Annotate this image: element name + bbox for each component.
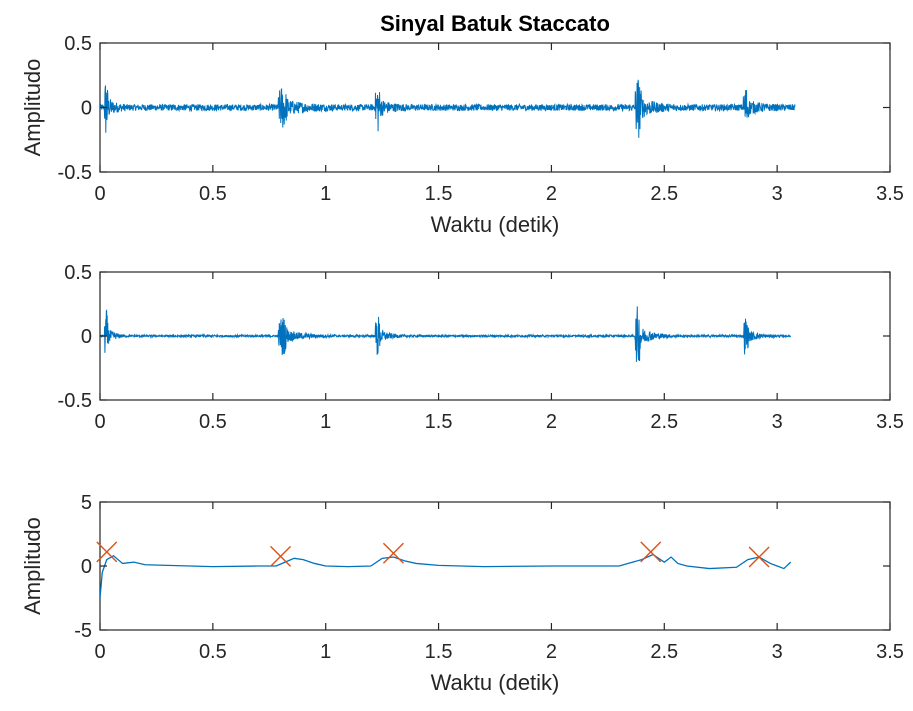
x-tick-label: 1 (320, 183, 331, 205)
y-tick-label: -5 (74, 620, 92, 642)
y-tick-label: 0 (81, 98, 92, 120)
x-tick-label: 3 (772, 411, 783, 433)
x-tick-label: 3 (772, 641, 783, 663)
x-tick-label: 0.5 (199, 411, 227, 433)
x-tick-label: 0 (94, 641, 105, 663)
x-tick-label: 2.5 (650, 641, 678, 663)
x-tick-label: 2.5 (650, 183, 678, 205)
x-tick-label: 3.5 (876, 183, 904, 205)
x-tick-label: 0.5 (199, 183, 227, 205)
y-tick-label: 0 (81, 326, 92, 348)
x-axis-label: Waktu (detik) (431, 212, 560, 237)
peak-marker (382, 542, 404, 564)
peak-marker (640, 541, 662, 563)
y-axis-label: Amplitudo (20, 517, 45, 615)
peak-marker (748, 546, 770, 568)
x-tick-label: 1.5 (425, 641, 453, 663)
y-tick-label: 0.5 (64, 33, 92, 55)
subplot-2: 0 0.5 1 1.5 2 2.5 3 3.5-0.500.5 (58, 262, 904, 433)
x-tick-label: 1.5 (425, 411, 453, 433)
x-tick-label: 0 (94, 183, 105, 205)
y-axis-label: Amplitudo (20, 59, 45, 157)
y-tick-label: -0.5 (58, 162, 92, 184)
peak-marker (96, 541, 118, 563)
x-tick-label: 0 (94, 411, 105, 433)
x-tick-label: 1 (320, 411, 331, 433)
y-tick-label: 0 (81, 556, 92, 578)
x-axis-label: Waktu (detik) (431, 670, 560, 695)
peak-marker (270, 545, 292, 567)
y-tick-label: 5 (81, 492, 92, 514)
x-tick-label: 0.5 (199, 641, 227, 663)
x-tick-label: 2 (546, 641, 557, 663)
x-tick-label: 2 (546, 411, 557, 433)
x-tick-label: 3 (772, 183, 783, 205)
y-tick-label: 0.5 (64, 262, 92, 284)
chart-title: Sinyal Batuk Staccato (380, 11, 610, 36)
x-tick-label: 3.5 (876, 641, 904, 663)
x-tick-label: 2 (546, 183, 557, 205)
x-tick-label: 1 (320, 641, 331, 663)
x-tick-label: 3.5 (876, 411, 904, 433)
signal-series-line (100, 79, 796, 138)
signal-series-line (100, 306, 792, 363)
x-tick-label: 2.5 (650, 411, 678, 433)
x-tick-label: 1.5 (425, 183, 453, 205)
y-tick-label: -0.5 (58, 390, 92, 412)
